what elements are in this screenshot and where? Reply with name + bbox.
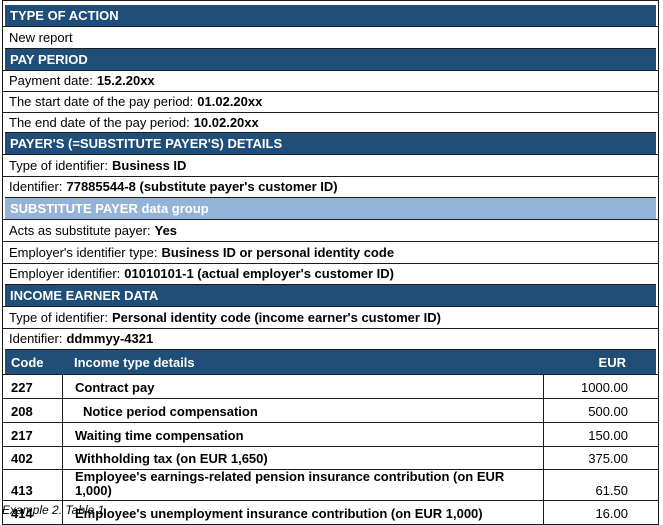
income-label: Notice period compensation <box>63 399 544 422</box>
income-code: 208 <box>3 399 63 422</box>
field-label: Type of identifier: <box>9 310 108 325</box>
income-code: 414 <box>3 501 63 524</box>
field-label: Employer's identifier type: <box>9 245 158 260</box>
pay-period-row-end-date: The end date of the pay period: 10.02.20x… <box>3 112 658 132</box>
field-label: Payment date: <box>9 73 93 88</box>
income-amount: 150.00 <box>588 428 628 443</box>
income-row-217: 217 Waiting time compensation 150.00 <box>3 422 658 446</box>
field-value: 15.2.20xx <box>96 73 155 88</box>
field-value: Personal identity code (income earner's … <box>112 310 441 325</box>
field-value: Business ID <box>112 158 187 173</box>
section-header-pay-period: PAY PERIOD <box>5 48 656 70</box>
section-header-income-earner: INCOME EARNER DATA <box>5 284 656 306</box>
field-label: The end date of the pay period: <box>9 115 190 130</box>
field-label: Identifier: <box>9 331 63 346</box>
field-value: Business ID or personal identity code <box>161 245 395 260</box>
field-value: 01.02.20xx <box>197 94 263 109</box>
payer-row-identifier: Identifier: 77885544-8 (substitute payer'… <box>3 176 658 197</box>
income-amount: 375.00 <box>588 451 628 466</box>
income-earner-row-type-of-identifier: Type of identifier: Personal identity cod… <box>3 306 658 328</box>
income-amount: 500.00 <box>588 404 628 419</box>
field-value: 01010101-1 (actual employer's customer I… <box>124 266 394 281</box>
section-header-type-of-action: TYPE OF ACTION <box>5 5 656 26</box>
field-value: 10.02.20xx <box>193 115 259 130</box>
income-row-208: 208 Notice period compensation 500.00 <box>3 398 658 422</box>
field-value: Yes <box>154 223 178 238</box>
table-caption: Example 2. Table 1. <box>2 503 108 517</box>
field-label: Type of identifier: <box>9 158 108 173</box>
income-label: Employee's earnings-related pension insu… <box>63 470 544 501</box>
income-amount: 61.50 <box>595 483 628 498</box>
income-row-227: 227 Contract pay 1000.00 <box>3 374 658 398</box>
field-label: Acts as substitute payer: <box>9 223 151 238</box>
section-header-substitute-payer: SUBSTITUTE PAYER data group <box>5 197 656 219</box>
field-label: Identifier: <box>9 179 63 194</box>
income-label: Withholding tax (on EUR 1,650) <box>63 447 544 469</box>
income-code: 413 <box>3 470 63 501</box>
field-label: Employer identifier: <box>9 266 121 281</box>
income-amount: 16.00 <box>595 506 628 521</box>
pay-period-row-payment-date: Payment date: 15.2.20xx <box>3 70 658 91</box>
income-code: 217 <box>3 423 63 446</box>
income-label: Contract pay <box>63 375 544 398</box>
column-header-eur: EUR <box>598 354 626 370</box>
type-of-action-value: New report <box>3 26 658 48</box>
pay-period-row-start-date: The start date of the pay period: 01.02.2… <box>3 91 658 112</box>
income-code: 402 <box>3 447 63 469</box>
income-table-header: Code Income type details EUR <box>5 349 656 374</box>
field-value: 77885544-8 (substitute payer's customer … <box>66 179 338 194</box>
section-header-payer-details: PAYER'S (=SUBSTITUTE PAYER'S) DETAILS <box>5 132 656 154</box>
income-label: Employee's unemployment insurance contri… <box>63 501 544 524</box>
income-earner-row-identifier: Identifier: ddmmyy-4321 <box>3 328 658 349</box>
income-row-414: 414 Employee's unemployment insurance co… <box>3 500 658 524</box>
substitute-row-acts-as: Acts as substitute payer: Yes <box>3 219 658 241</box>
column-header-income-type-details: Income type details <box>74 354 195 370</box>
field-label: The start date of the pay period: <box>9 94 194 109</box>
income-row-413: 413 Employee's earnings-related pension … <box>3 469 658 501</box>
substitute-row-employer-identifier-type: Employer's identifier type: Business ID o… <box>3 241 658 263</box>
income-label: Waiting time compensation <box>63 423 544 446</box>
income-row-402: 402 Withholding tax (on EUR 1,650) 375.0… <box>3 446 658 469</box>
income-amount: 1000.00 <box>581 380 628 395</box>
field-value: ddmmyy-4321 <box>66 331 154 346</box>
column-header-code: Code <box>11 354 44 370</box>
payer-row-type-of-identifier: Type of identifier: Business ID <box>3 154 658 176</box>
income-code: 227 <box>3 375 63 398</box>
substitute-row-employer-identifier: Employer identifier: 01010101-1 (actual e… <box>3 263 658 284</box>
